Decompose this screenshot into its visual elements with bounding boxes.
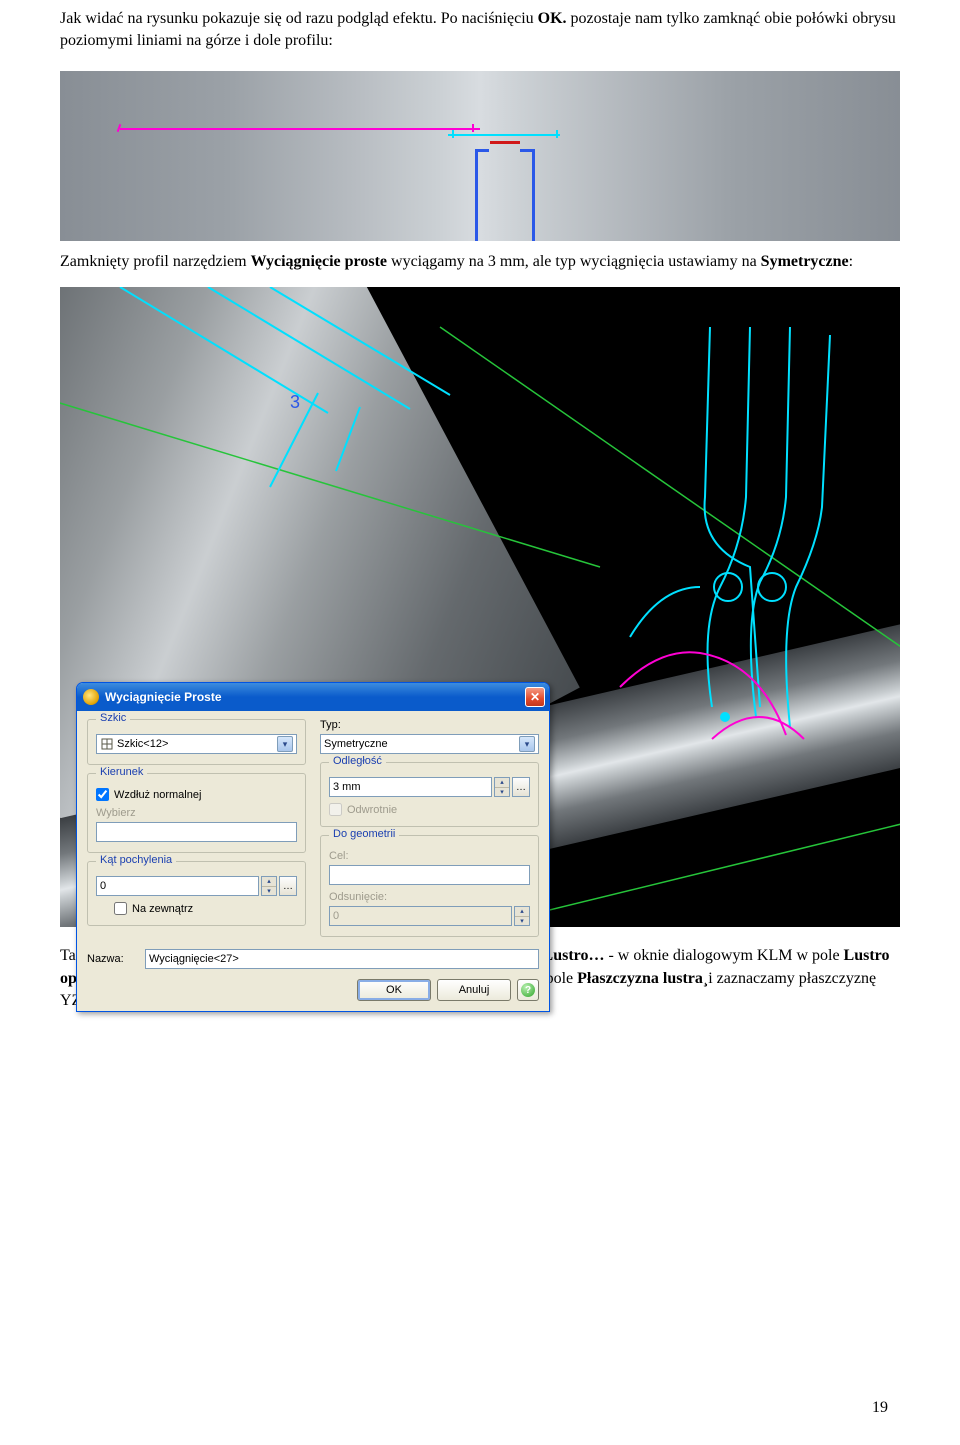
tool-paragraph: Zamknięty profil narzędziem Wyciągnięcie… [0,251,960,273]
ok-label: OK [386,984,402,996]
para1-ok: OK. [538,10,567,27]
close-icon: ✕ [530,690,540,704]
sketch-line-red [490,141,520,144]
group-label-odleglosc: Odległość [329,755,386,767]
checkbox-input [329,803,342,816]
group-label-szkic: Szkic [96,712,130,724]
checkbox-input[interactable] [114,902,127,915]
checkbox-label: Wzdłuż normalnej [114,789,201,801]
chevron-down-icon: ▾ [515,917,529,926]
nazwa-row: Nazwa: Wyciągnięcie<27> [87,949,539,969]
kat-more-button[interactable]: … [279,876,297,896]
sketch-line-magenta [120,128,480,130]
cyan-tick [556,130,558,138]
chevron-down-icon[interactable]: ▾ [495,788,509,797]
group-do-geometrii: Do geometrii Cel: Odsunięcie: 0 ▴▾ [320,835,539,937]
kat-spinner[interactable]: ▴▾ [261,876,277,896]
cad-viewport-top [60,71,900,241]
para3-b: - w oknie dialogowym KLM w pole [604,947,843,964]
typ-combobox[interactable]: Symetryczne ▾ [320,734,539,754]
group-szkic: Szkic Szkic<12> ▾ [87,719,306,765]
para2-tool: Wyciągnięcie proste [251,253,387,270]
typ-value: Symetryczne [324,738,519,750]
odleglosc-more-button[interactable]: … [512,777,530,797]
odleglosc-spinner[interactable]: ▴▾ [494,777,510,797]
dimension-label: 3 [290,392,300,413]
odsuniecie-label: Odsunięcie: [329,891,530,903]
typ-label: Typ: [320,719,539,731]
close-button[interactable]: ✕ [525,687,545,707]
dialog-button-row: OK Anuluj ? [87,979,539,1001]
chevron-up-icon[interactable]: ▴ [262,877,276,887]
szkic-combobox[interactable]: Szkic<12> ▾ [96,734,297,754]
sketch-icon [100,737,114,751]
kat-value: 0 [100,880,106,892]
odleglosc-input[interactable]: 3 mm [329,777,492,797]
dialog-body: Szkic Szkic<12> ▾ Kierunek Wzdłuż normal… [77,711,549,1011]
wybierz-label: Wybierz [96,807,297,819]
wybierz-input[interactable] [96,822,297,842]
magenta-tick [472,124,474,132]
help-button[interactable]: ? [517,979,539,1001]
sketch-line-blue [532,149,535,241]
cel-input[interactable] [329,865,530,885]
para2-sym: Symetryczne [761,253,849,270]
odleglosc-value: 3 mm [333,781,361,793]
checkbox-label: Odwrotnie [347,804,397,816]
para2-b: wyciągamy na 3 mm, ale typ wyciągnięcia … [387,253,761,270]
help-icon: ? [521,983,535,997]
page-number: 19 [872,1399,888,1417]
group-label-kat: Kąt pochylenia [96,854,176,866]
chevron-down-icon[interactable]: ▾ [519,736,535,752]
checkbox-wzdluz-normalnej[interactable]: Wzdłuż normalnej [96,788,297,801]
cel-label: Cel: [329,850,530,862]
chevron-down-icon[interactable]: ▾ [262,887,276,896]
checkbox-na-zewnatrz[interactable]: Na zewnątrz [114,902,297,915]
checkbox-label: Na zewnątrz [132,903,193,915]
para2-c: : [849,253,853,270]
ok-button[interactable]: OK [357,979,431,1001]
anuluj-label: Anuluj [459,984,490,996]
chevron-up-icon: ▴ [515,907,529,917]
kat-input[interactable]: 0 [96,876,259,896]
para1-text-a: Jak widać na rysunku pokazuje się od raz… [60,10,538,27]
odsuniecie-value: 0 [333,910,339,922]
sketch-line-cyan [448,134,560,136]
group-kierunek: Kierunek Wzdłuż normalnej Wybierz [87,773,306,853]
chevron-up-icon[interactable]: ▴ [495,778,509,788]
group-label-dogeo: Do geometrii [329,828,399,840]
chevron-down-icon[interactable]: ▾ [277,736,293,752]
checkbox-input[interactable] [96,788,109,801]
group-label-kierunek: Kierunek [96,766,147,778]
odsuniecie-spinner: ▴▾ [514,906,530,926]
dialog-title: Wyciągnięcie Proste [105,690,525,704]
szkic-value: Szkic<12> [117,738,277,750]
intro-paragraph: Jak widać na rysunku pokazuje się od raz… [0,0,960,53]
group-kat: Kąt pochylenia 0 ▴▾ … Na zewnątrz [87,861,306,926]
cyan-tick [452,130,454,138]
odsuniecie-input: 0 [329,906,512,926]
para3-f2: Płaszczyzna lustra¸ [577,970,708,987]
app-icon [83,689,99,705]
para2-a: Zamknięty profil narzędziem [60,253,251,270]
nazwa-label: Nazwa: [87,953,135,965]
anuluj-button[interactable]: Anuluj [437,979,511,1001]
nazwa-value: Wyciągnięcie<27> [149,953,239,965]
extrude-dialog: Wyciągnięcie Proste ✕ Szkic Szkic<12> ▾ … [76,682,550,1012]
nazwa-input[interactable]: Wyciągnięcie<27> [145,949,539,969]
dialog-titlebar[interactable]: Wyciągnięcie Proste ✕ [77,683,549,711]
group-odleglosc: Odległość 3 mm ▴▾ … Odwrotnie [320,762,539,827]
sketch-line-blue [475,149,478,241]
checkbox-odwrotnie: Odwrotnie [329,803,530,816]
